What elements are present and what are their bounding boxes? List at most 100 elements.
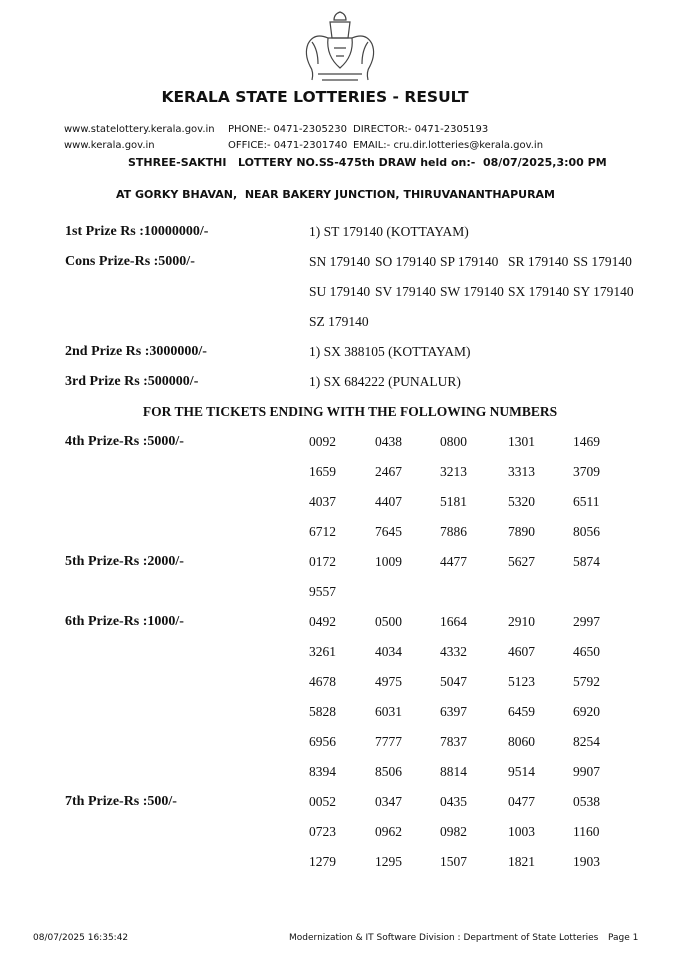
ticket-number: 0438 (375, 434, 402, 449)
prize-label: 4th Prize-Rs :5000/- (65, 434, 184, 449)
ticket-number: 7890 (508, 524, 535, 539)
ticket-number: 3213 (440, 464, 467, 479)
ticket-number: 1664 (440, 614, 467, 629)
prize-label: Cons Prize-Rs :5000/- (65, 254, 195, 269)
prize-result: 1) ST 179140 (KOTTAYAM) (309, 224, 469, 239)
prize-result: 1) SX 388105 (KOTTAYAM) (309, 344, 471, 359)
ticket-number: 0538 (573, 794, 600, 809)
contact: www.statelottery.kerala.gov.in (64, 124, 215, 135)
ticket-number: 1160 (573, 824, 600, 839)
ticket-number: 0477 (508, 794, 535, 809)
ticket-number: 0982 (440, 824, 467, 839)
contact: www.kerala.gov.in (64, 140, 155, 151)
ticket-number: 6397 (440, 704, 467, 719)
ticket-number: 5047 (440, 674, 467, 689)
prize-label: 5th Prize-Rs :2000/- (65, 554, 184, 569)
ticket-number: SW 179140 (440, 284, 504, 299)
ticket-number: 0172 (309, 554, 336, 569)
ticket-number: 3261 (309, 644, 336, 659)
ticket-number: 7645 (375, 524, 402, 539)
ticket-number: 0500 (375, 614, 402, 629)
ticket-number: 1507 (440, 854, 467, 869)
ticket-number: 4678 (309, 674, 336, 689)
ticket-number: 1659 (309, 464, 336, 479)
ticket-number: 9907 (573, 764, 600, 779)
ticket-number: 1003 (508, 824, 535, 839)
ticket-number: 5828 (309, 704, 336, 719)
ticket-number: 4650 (573, 644, 600, 659)
ticket-number: 8394 (309, 764, 336, 779)
ticket-number: SS 179140 (573, 254, 632, 269)
ticket-number: SP 179140 (440, 254, 499, 269)
contact: OFFICE:- 0471-2301740 (228, 140, 348, 151)
ticket-number: 4407 (375, 494, 402, 509)
ticket-number: 5627 (508, 554, 535, 569)
footer-page: Page 1 (608, 933, 639, 943)
contact: PHONE:- 0471-2305230 (228, 124, 347, 135)
contact: DIRECTOR:- 0471-2305193 (353, 124, 489, 135)
prize-label: 2nd Prize Rs :3000000/- (65, 344, 207, 359)
ticket-number: 0962 (375, 824, 402, 839)
ticket-number: 7837 (440, 734, 467, 749)
contact: EMAIL:- cru.dir.lotteries@kerala.gov.in (353, 140, 544, 151)
ticket-number: SO 179140 (375, 254, 437, 269)
ticket-number: 2467 (375, 464, 402, 479)
ticket-number: 6712 (309, 524, 336, 539)
ticket-number: 3313 (508, 464, 535, 479)
ticket-number: 8060 (508, 734, 535, 749)
ticket-number: SZ 179140 (309, 314, 369, 329)
ticket-number: 1009 (375, 554, 402, 569)
ticket-number: 0492 (309, 614, 336, 629)
ticket-number: 8506 (375, 764, 402, 779)
ticket-number: 4607 (508, 644, 535, 659)
ticket-number: 4477 (440, 554, 467, 569)
ticket-number: 4332 (440, 644, 467, 659)
ticket-number: 4034 (375, 644, 402, 659)
ticket-number: 2997 (573, 614, 600, 629)
ticket-number: 5123 (508, 674, 535, 689)
ticket-number: 1903 (573, 854, 600, 869)
ticket-number: 1301 (508, 434, 535, 449)
ticket-number: SY 179140 (573, 284, 634, 299)
ticket-number: SR 179140 (508, 254, 569, 269)
ticket-number: 9557 (309, 584, 336, 599)
ticket-number: 5320 (508, 494, 535, 509)
ticket-number: 6031 (375, 704, 402, 719)
ticket-number: SX 179140 (508, 284, 570, 299)
ticket-number: 8056 (573, 524, 600, 539)
ticket-number: 6511 (573, 494, 600, 509)
state-emblem (305, 11, 375, 81)
ticket-number: 5874 (573, 554, 600, 569)
prize-label: 1st Prize Rs :10000000/- (65, 224, 209, 239)
section-heading: FOR THE TICKETS ENDING WITH THE FOLLOWIN… (142, 404, 558, 419)
ticket-number: SV 179140 (375, 284, 436, 299)
ticket-number: 1279 (309, 854, 336, 869)
ticket-number: 0052 (309, 794, 336, 809)
ticket-number: SU 179140 (309, 284, 371, 299)
ticket-number: 1295 (375, 854, 402, 869)
ticket-number: 1821 (508, 854, 535, 869)
ticket-number: SN 179140 (309, 254, 371, 269)
ticket-number: 8254 (573, 734, 600, 749)
ticket-number: 2910 (508, 614, 535, 629)
prize-label: 3rd Prize Rs :500000/- (65, 374, 199, 389)
ticket-number: 0723 (309, 824, 336, 839)
ticket-number: 5792 (573, 674, 600, 689)
ticket-number: 6459 (508, 704, 535, 719)
prize-label: 7th Prize-Rs :500/- (65, 794, 177, 809)
ticket-number: 0800 (440, 434, 467, 449)
ticket-number: 7886 (440, 524, 467, 539)
ticket-number: 8814 (440, 764, 467, 779)
ticket-number: 4975 (375, 674, 402, 689)
ticket-number: 6956 (309, 734, 336, 749)
prize-result: 1) SX 684222 (PUNALUR) (309, 374, 461, 389)
ticket-number: 0092 (309, 434, 336, 449)
ticket-number: 7777 (375, 734, 402, 749)
ticket-number: 3709 (573, 464, 600, 479)
ticket-number: 1469 (573, 434, 600, 449)
venue: AT GORKY BHAVAN, NEAR BAKERY JUNCTION, T… (116, 188, 555, 201)
ticket-number: 0347 (375, 794, 402, 809)
ticket-number: 4037 (309, 494, 336, 509)
prize-label: 6th Prize-Rs :1000/- (65, 614, 184, 629)
ticket-number: 9514 (508, 764, 535, 779)
